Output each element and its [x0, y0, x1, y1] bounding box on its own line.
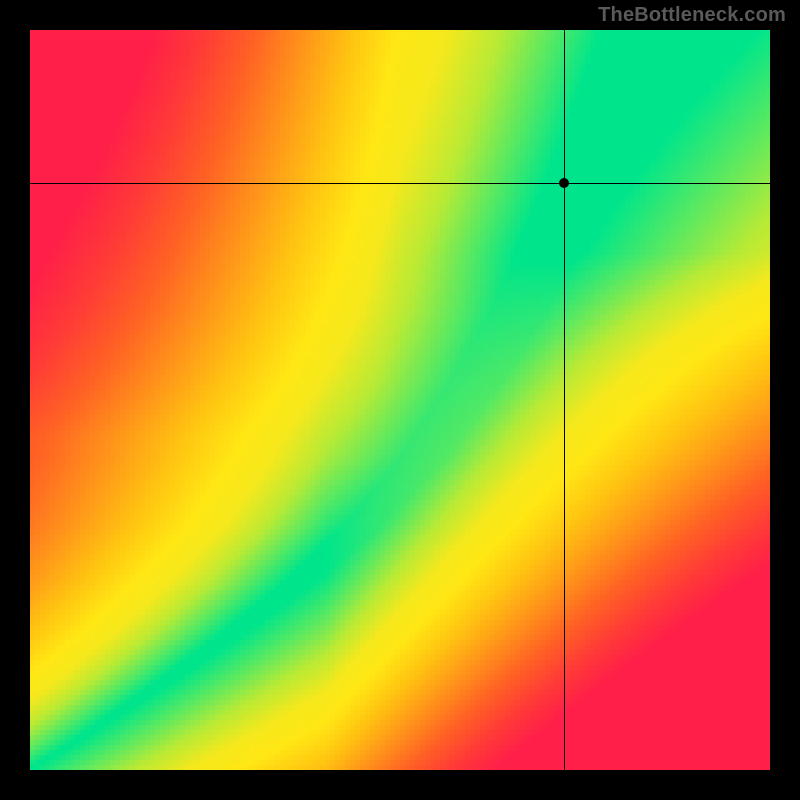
marker-point: [559, 178, 569, 188]
watermark-text: TheBottleneck.com: [598, 4, 786, 27]
heatmap-plot: [30, 30, 770, 770]
chart-container: TheBottleneck.com: [0, 0, 800, 800]
crosshair-horizontal: [30, 183, 770, 184]
heatmap-canvas: [30, 30, 770, 770]
crosshair-vertical: [564, 30, 565, 770]
